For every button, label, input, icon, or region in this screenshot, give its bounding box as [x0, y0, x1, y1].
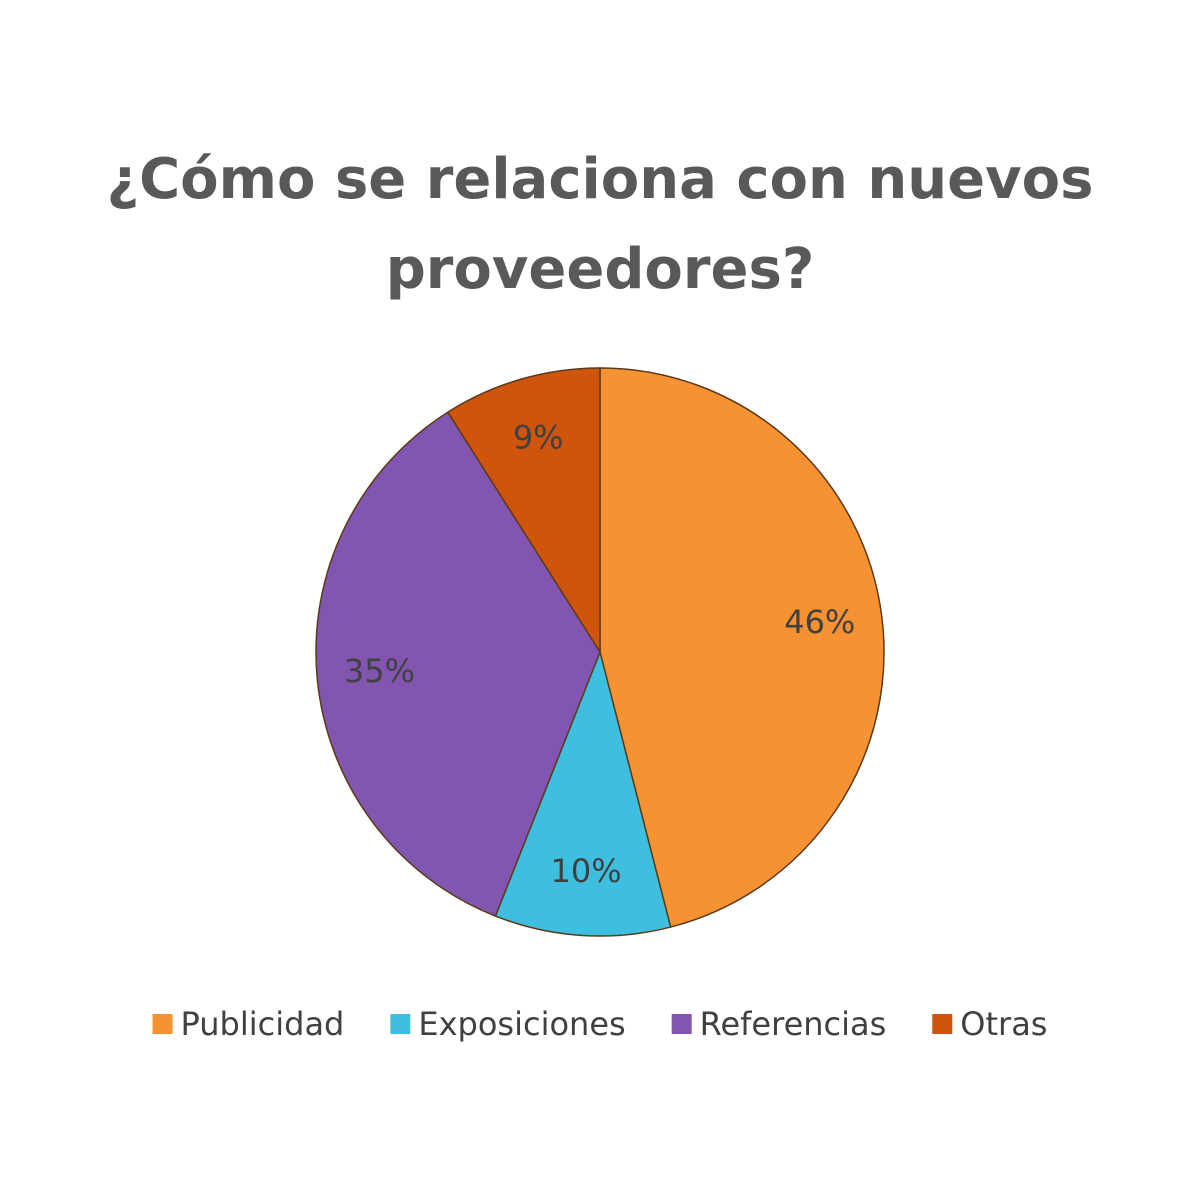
pie-slice: [494, 649, 672, 937]
data-label: 35%: [344, 652, 415, 690]
pie-slice: [599, 367, 885, 928]
legend-label: Exposiciones: [418, 1005, 625, 1043]
data-label: 10%: [551, 852, 622, 890]
chart-title: ¿Cómo se relaciona con nuevos proveedore…: [106, 147, 1094, 302]
legend: Publicidad Exposiciones Referencias Otras: [152, 1005, 1047, 1043]
legend-swatch: [390, 1014, 411, 1034]
data-label: 9%: [513, 418, 564, 456]
legend-label: Referencias: [700, 1005, 887, 1043]
data-label: 46%: [784, 603, 855, 641]
legend-label: Otras: [960, 1005, 1047, 1043]
pie-slice: [315, 411, 601, 918]
legend-label: Publicidad: [181, 1005, 345, 1043]
legend-swatch: [932, 1014, 953, 1034]
legend-swatch: [671, 1014, 692, 1034]
legend-swatch: [152, 1014, 173, 1034]
pie-slice: [446, 367, 601, 655]
